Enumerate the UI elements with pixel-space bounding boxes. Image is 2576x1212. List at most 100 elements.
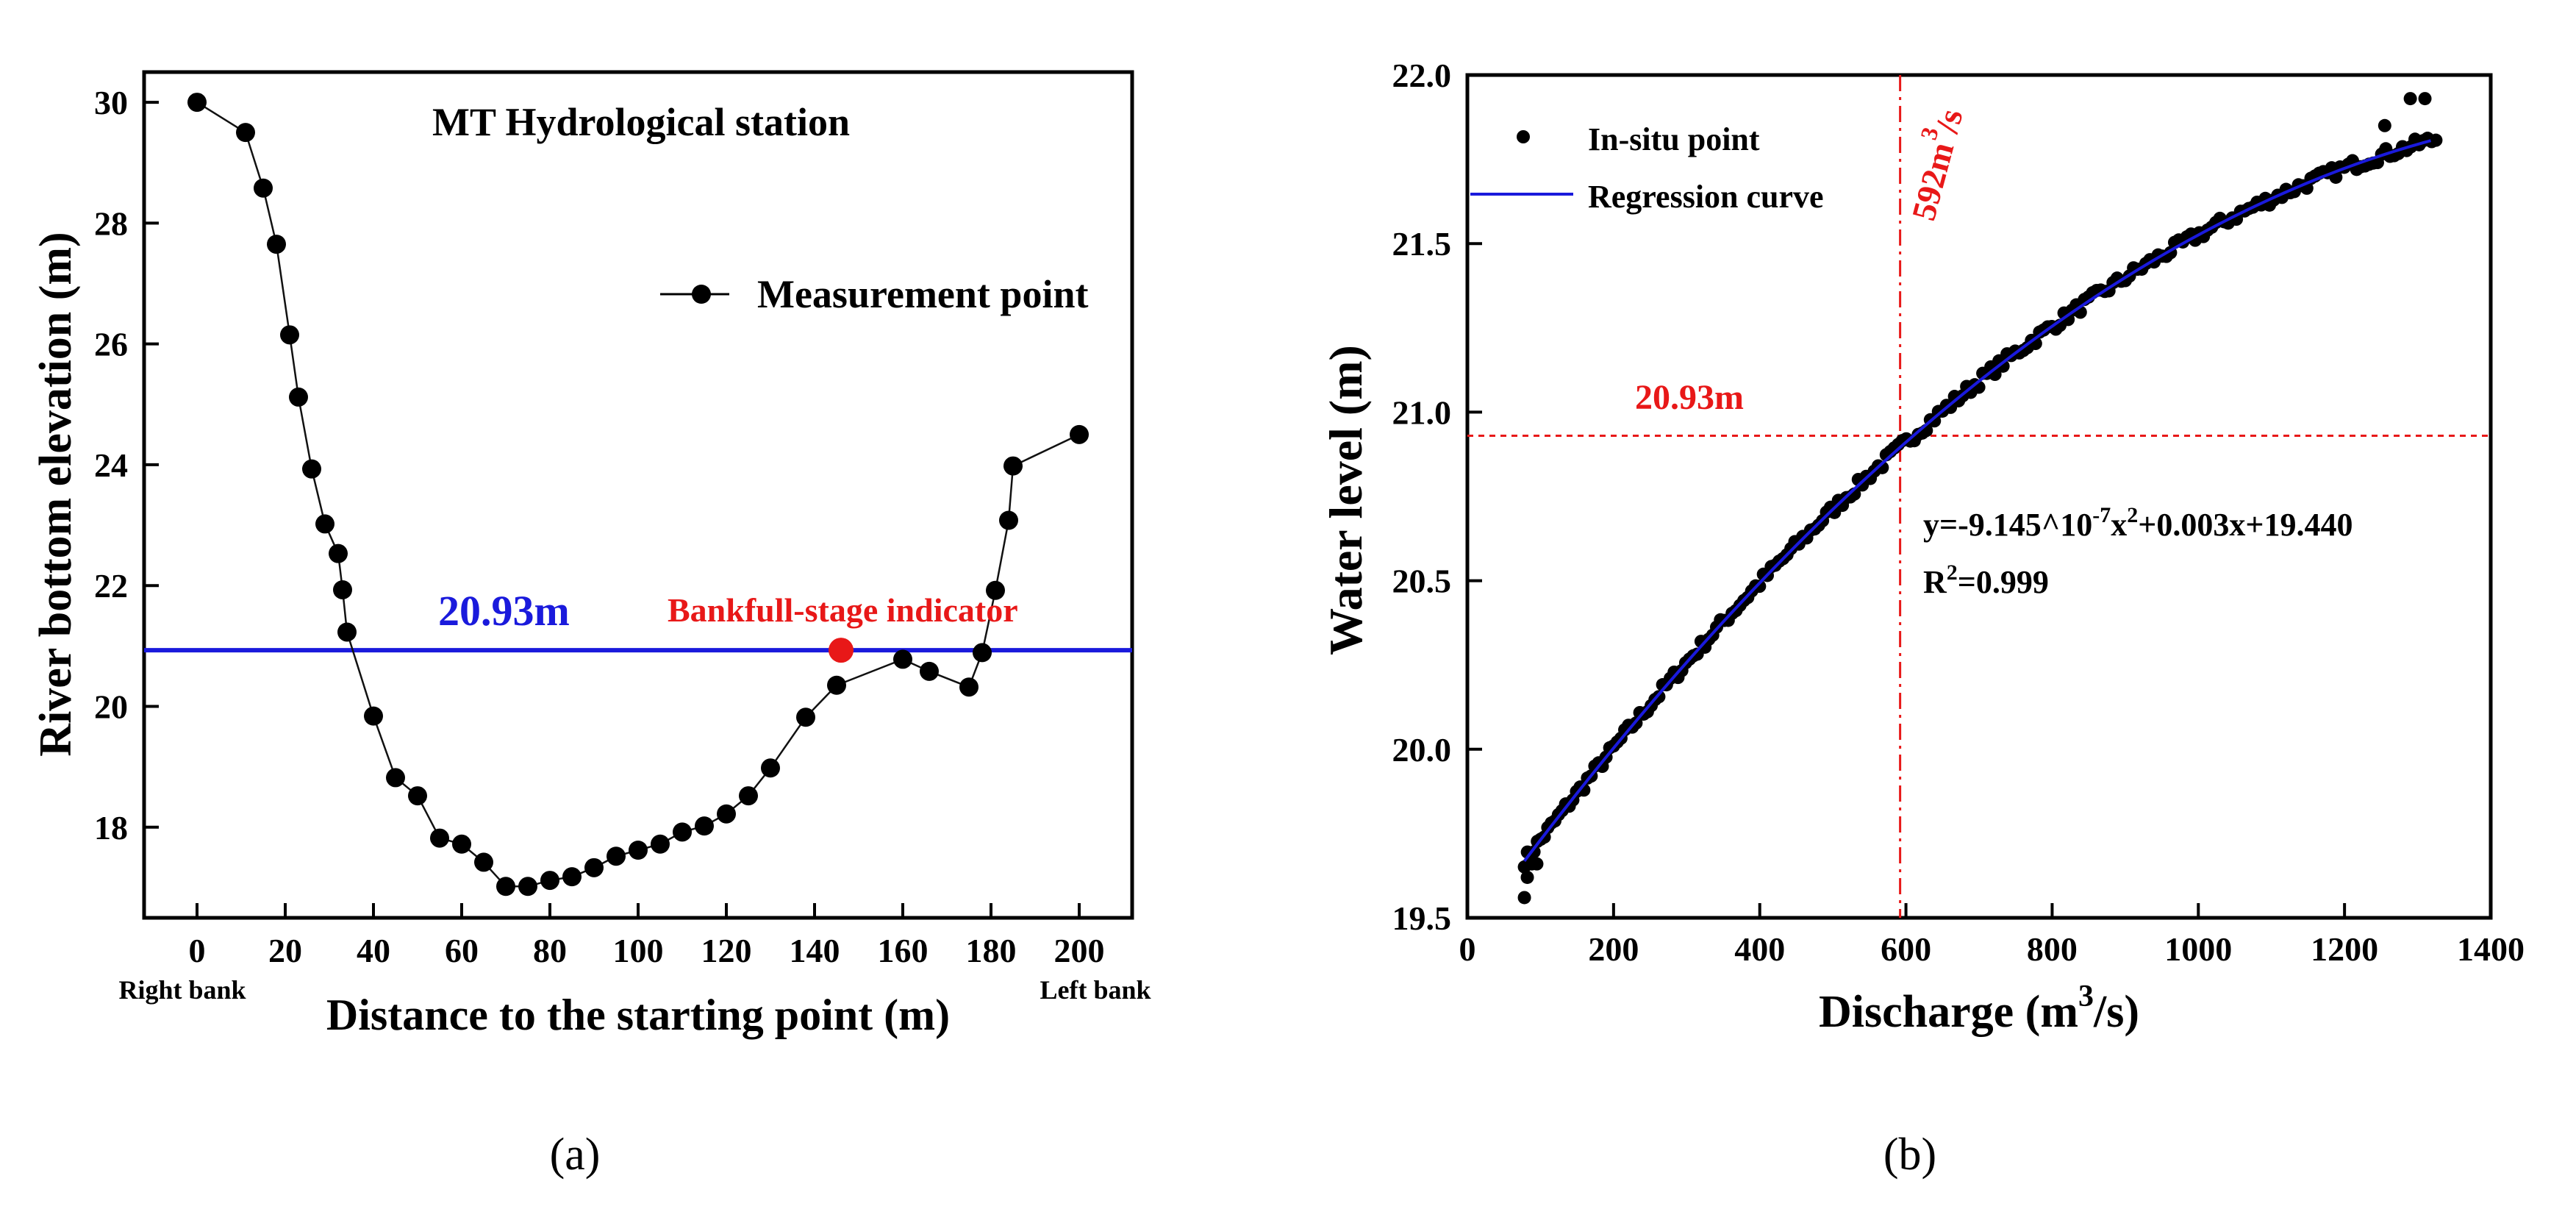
measurement-point xyxy=(496,877,515,896)
panel-a-caption: (a) xyxy=(549,1130,601,1180)
legend-a: Measurement point xyxy=(660,272,1088,316)
plot-frame-b xyxy=(1465,73,2493,920)
measurement-point xyxy=(629,841,648,860)
measurement-point xyxy=(302,459,321,479)
axis-ticks-a: 0 20 40 60 80 100 120 140 160 180 200 18 20 22 24 26 28 3… xyxy=(94,84,1105,969)
indicator-label: Bankfull-stage indicator xyxy=(668,591,1018,629)
measurement-point xyxy=(651,834,670,854)
legend-marker-in-situ xyxy=(1517,130,1530,143)
measurement-point xyxy=(267,235,286,254)
y-tick-label-b: 20.5 xyxy=(1392,563,1452,600)
measurement-point xyxy=(973,643,992,663)
legend-label-measurement: Measurement point xyxy=(757,272,1088,316)
x-tick-label-b: 1400 xyxy=(2457,930,2525,968)
measurement-point xyxy=(827,675,846,695)
y-tick-label-b: 21.5 xyxy=(1392,225,1452,263)
x-tick-label-a: 180 xyxy=(966,932,1017,969)
measurement-point xyxy=(717,804,736,824)
measurement-point xyxy=(584,858,604,877)
measurement-point xyxy=(1003,456,1023,476)
measurement-point xyxy=(452,834,471,854)
series-measurement xyxy=(187,93,1089,896)
y-tick-label-b: 20.0 xyxy=(1392,731,1452,769)
measurement-point xyxy=(540,871,559,891)
x-axis-title-b-main: Discharge (m xyxy=(1819,987,2078,1037)
x-tick-label-a: 60 xyxy=(445,932,479,969)
legend-b: In-situ point Regression curve xyxy=(1470,121,1824,215)
measurement-point xyxy=(254,178,273,198)
regression-curve xyxy=(1523,139,2432,863)
measurement-point xyxy=(607,846,626,866)
y-tick-label-a: 26 xyxy=(94,326,128,363)
x-tick-label-b: 0 xyxy=(1459,930,1476,968)
regression-equation: y=-9.145^10-7x2+0.003x+19.440 xyxy=(1923,503,2353,543)
measurement-point xyxy=(289,387,308,407)
legend-marker-measurement xyxy=(692,285,711,304)
measurement-point xyxy=(739,786,758,806)
chart-panel-a: 0 20 40 60 80 100 120 140 160 180 200 18 20 22 24 26 28 3… xyxy=(31,70,1151,1039)
y-tick-label-a: 18 xyxy=(94,809,128,846)
measurement-point xyxy=(695,816,714,836)
measurement-point xyxy=(329,543,348,563)
measurement-point xyxy=(364,706,383,726)
y-tick-label-a: 24 xyxy=(94,446,128,484)
x-axis-title-b: Discharge (m3/s) xyxy=(1819,980,2139,1037)
r2-prefix: R xyxy=(1923,564,1947,600)
x-tick-label-a: 160 xyxy=(878,932,929,969)
measurement-point xyxy=(333,580,352,599)
in-situ-point xyxy=(1875,460,1889,474)
legend-label-regression: Regression curve xyxy=(1588,179,1824,215)
measurement-point xyxy=(999,510,1018,530)
legend-label-in-situ: In-situ point xyxy=(1588,121,1760,157)
x-axis-title-b-sup: 3 xyxy=(2078,980,2094,1013)
x-tick-label-a: 200 xyxy=(1054,932,1105,969)
y-tick-label-a: 22 xyxy=(94,567,128,605)
in-situ-point xyxy=(1530,857,1544,871)
vertical-ref-label: 592m3/s xyxy=(1895,102,1970,224)
in-situ-point xyxy=(2418,92,2432,106)
x-tick-label-a: 100 xyxy=(613,932,664,969)
x-tick-label-b: 400 xyxy=(1734,930,1785,968)
measurement-point xyxy=(430,828,449,848)
y-tick-label-b: 21.0 xyxy=(1392,393,1452,431)
equation-prefix: y=-9.145^10 xyxy=(1923,507,2092,543)
reference-lines-b xyxy=(1467,75,2491,918)
horizontal-ref-label: 20.93m xyxy=(1635,378,1744,417)
measurement-point xyxy=(920,661,939,681)
measurement-point xyxy=(1070,424,1089,444)
chart-panel-b: 0 200 400 600 800 1000 1200 1400 19.5 20.0 20.5 21.… xyxy=(1320,57,2525,1037)
x-tick-label-a: 20 xyxy=(268,932,302,969)
x-axis-title-b-tail: /s) xyxy=(2093,987,2139,1037)
x-tick-label-b: 800 xyxy=(2027,930,2078,968)
x-tick-label-b: 600 xyxy=(1881,930,1931,968)
x-tick-label-b: 1000 xyxy=(2164,930,2232,968)
measurement-point xyxy=(986,580,1005,600)
equation-mid: x xyxy=(2111,507,2127,543)
equation-sup2: 2 xyxy=(2127,503,2138,527)
y-axis-title-a: River bottom elevation (m) xyxy=(31,232,81,756)
measurement-point xyxy=(562,867,582,887)
in-situ-point xyxy=(1520,870,1534,884)
y-tick-label-b: 19.5 xyxy=(1392,899,1452,937)
y-tick-label-a: 30 xyxy=(94,84,128,121)
measurement-point xyxy=(518,877,537,896)
measurement-point xyxy=(236,123,255,143)
measurement-point xyxy=(959,677,978,697)
measurement-point xyxy=(761,758,780,778)
vertical-ref-label-main: 592m xyxy=(1904,138,1961,224)
measurement-point xyxy=(187,93,207,113)
chart-title-a: MT Hydrological station xyxy=(432,100,850,144)
measurement-point xyxy=(408,786,427,806)
y-tick-label-a: 20 xyxy=(94,688,128,726)
y-tick-label-a: 28 xyxy=(94,204,128,242)
y-axis-title-b: Water level (m) xyxy=(1320,345,1372,655)
x-tick-label-a: 40 xyxy=(357,932,390,969)
in-situ-point xyxy=(2403,92,2417,106)
x-tick-label-b: 1200 xyxy=(2311,930,2378,968)
x-tick-label-a: 140 xyxy=(790,932,840,969)
measurement-line xyxy=(196,101,1080,888)
x-tick-label-b: 200 xyxy=(1588,930,1639,968)
r-squared: R2=0.999 xyxy=(1923,560,2049,600)
y-tick-label-b: 22.0 xyxy=(1392,57,1452,94)
r2-sup: 2 xyxy=(1947,560,1958,585)
